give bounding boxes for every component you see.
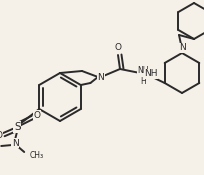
Text: N: N bbox=[12, 138, 19, 148]
Text: CH₃: CH₃ bbox=[29, 150, 43, 159]
Text: O: O bbox=[34, 110, 41, 120]
Text: NH: NH bbox=[144, 69, 157, 79]
Text: N: N bbox=[179, 44, 185, 52]
Text: N: N bbox=[98, 72, 104, 82]
Text: O: O bbox=[114, 44, 122, 52]
Text: S: S bbox=[14, 122, 21, 132]
Text: O: O bbox=[0, 131, 3, 141]
Text: NH
H: NH H bbox=[137, 66, 149, 86]
